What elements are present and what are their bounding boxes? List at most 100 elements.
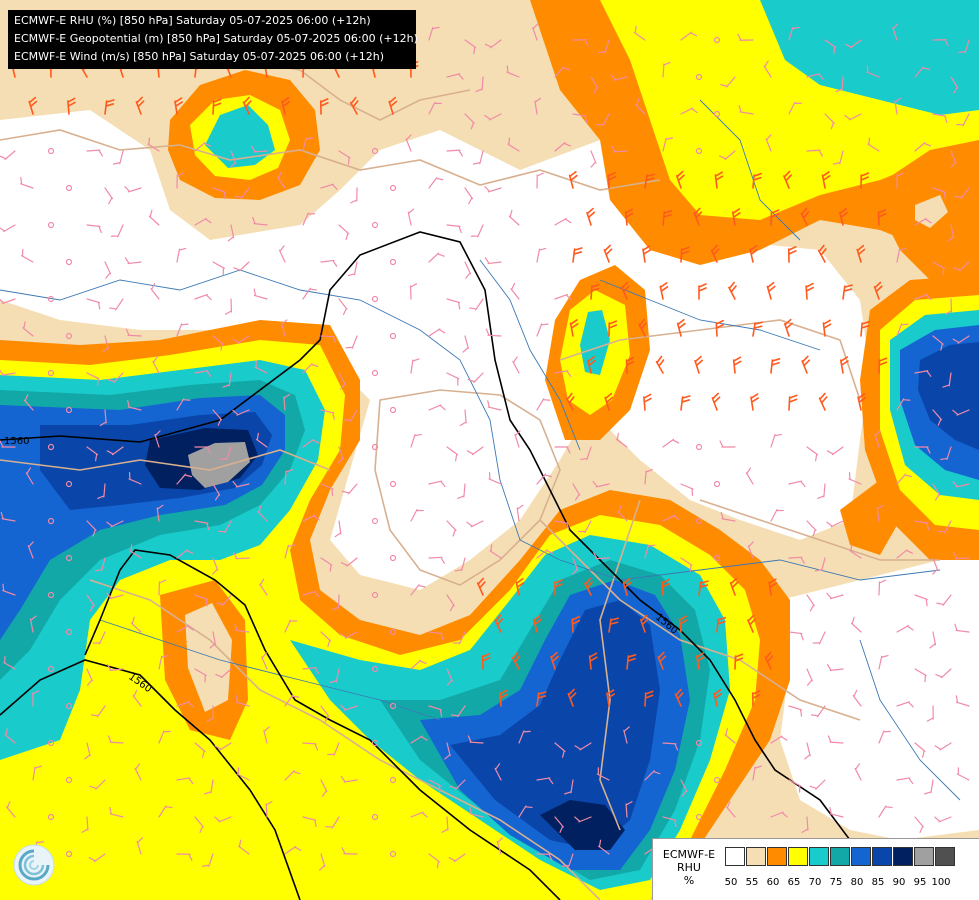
- wind-barb: [873, 281, 883, 300]
- wind-barb: [914, 594, 928, 607]
- wind-barb: [238, 839, 250, 855]
- wind-barb: [389, 184, 397, 192]
- wind-barb: [608, 617, 620, 633]
- wind-barb: [850, 616, 862, 633]
- wind-barb: [158, 730, 171, 744]
- wind-barb: [675, 170, 685, 189]
- wind-barb: [302, 816, 317, 828]
- wind-barb: [680, 107, 698, 115]
- wind-barb: [564, 779, 574, 795]
- legend-level-label: 80: [850, 877, 864, 888]
- wind-barb: [536, 172, 544, 189]
- wind-barb: [832, 150, 844, 165]
- wind-barb: [464, 261, 472, 279]
- rhu-field-70-ne: [760, 0, 979, 115]
- wind-barb: [936, 594, 952, 606]
- wind-barb: [410, 584, 426, 596]
- wind-barb: [749, 245, 759, 263]
- wind-barb: [25, 467, 34, 485]
- wind-barb: [806, 446, 819, 462]
- wind-barb: [944, 298, 953, 315]
- wind-barb: [877, 208, 887, 226]
- wind-barb: [284, 619, 298, 633]
- wind-barb: [389, 850, 397, 858]
- wind-barb: [720, 511, 736, 522]
- wind-barb: [719, 440, 736, 448]
- wind-barb: [866, 65, 880, 78]
- wind-barb: [128, 472, 142, 485]
- wind-barb: [878, 805, 893, 818]
- wind-barb: [446, 224, 462, 234]
- wind-barb: [713, 554, 721, 562]
- rhu-field-85-east: [918, 342, 979, 450]
- wind-barb: [622, 577, 632, 596]
- wind-barb: [817, 483, 826, 500]
- wind-barb: [65, 850, 73, 858]
- wind-barb: [644, 690, 654, 707]
- rivers: [0, 99, 961, 801]
- wind-barb: [752, 765, 762, 781]
- wind-barb: [488, 472, 502, 485]
- wind-barb: [176, 777, 194, 785]
- wind-barb: [81, 816, 89, 833]
- wind-barb: [32, 690, 40, 707]
- wind-barb: [484, 39, 502, 49]
- wind-barb: [571, 615, 581, 633]
- wind-barb: [662, 61, 671, 78]
- wind-barb: [132, 689, 142, 707]
- legend-level-label: 100: [931, 877, 951, 888]
- wind-barb: [878, 654, 889, 670]
- legend-swatch: [872, 847, 892, 866]
- wind-barb: [194, 370, 212, 377]
- wind-barb: [695, 73, 703, 81]
- contour-label-1: 1560: [4, 436, 29, 447]
- wind-barb: [174, 97, 183, 115]
- wind-barb: [835, 76, 844, 93]
- wind-barb: [536, 323, 549, 337]
- wind-barb: [508, 209, 520, 226]
- wind-barb: [389, 702, 397, 710]
- wind-barb: [0, 369, 16, 376]
- wind-barb: [914, 446, 931, 454]
- wind-barb: [86, 520, 97, 537]
- wind-barb: [464, 39, 477, 55]
- wind-barb: [806, 594, 815, 612]
- wind-barb: [319, 853, 326, 871]
- legend-level-label: 60: [766, 877, 780, 888]
- legend-swatches: [725, 847, 956, 866]
- wind-barb: [65, 406, 73, 414]
- wind-barb: [109, 298, 124, 311]
- rhu-field-60-east-spot: [840, 480, 900, 555]
- wind-barb: [407, 208, 415, 226]
- wind-barb: [711, 392, 721, 411]
- wind-barb: [952, 409, 970, 416]
- wind-barb: [194, 217, 212, 226]
- wind-barb: [732, 356, 742, 374]
- legend-swatch: [935, 847, 955, 866]
- wind-barb: [826, 520, 844, 528]
- wind-barb: [428, 480, 446, 488]
- wind-barb: [470, 224, 484, 238]
- wind-barb: [849, 544, 862, 559]
- wind-barb: [283, 393, 291, 411]
- wind-barb: [86, 298, 101, 310]
- wind-barb: [410, 358, 420, 374]
- wind-barb: [446, 73, 464, 80]
- wind-barb: [747, 614, 756, 633]
- wind-barb: [251, 145, 268, 153]
- wind-barb: [788, 631, 804, 641]
- wind-barb: [839, 207, 848, 226]
- wind-barb: [770, 735, 788, 744]
- wind-barb: [914, 816, 924, 833]
- wind-barb: [450, 705, 466, 718]
- wind-barb: [448, 853, 466, 863]
- wind-barb: [788, 480, 806, 488]
- wind-barb: [484, 186, 502, 193]
- wind-barb: [567, 688, 577, 707]
- wind-barb: [844, 39, 862, 49]
- wind-barb: [856, 244, 866, 263]
- wind-barb: [106, 520, 124, 528]
- wind-barb: [596, 767, 610, 781]
- wind-barb: [47, 147, 55, 155]
- wind-barb: [896, 398, 911, 411]
